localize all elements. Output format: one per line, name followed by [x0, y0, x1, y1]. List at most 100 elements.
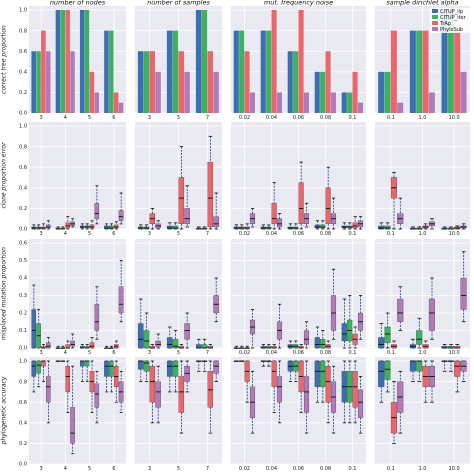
box	[46, 224, 51, 229]
box	[172, 360, 179, 377]
box	[303, 376, 310, 413]
column-title: number of nodes	[50, 0, 106, 7]
box	[36, 360, 41, 374]
x-tick-label: 0.08	[320, 231, 331, 237]
y-tick-label: 0.4	[19, 186, 27, 192]
box	[118, 286, 124, 314]
bar	[293, 51, 299, 113]
panel-1-1: 3 5 7	[135, 122, 222, 237]
x-tick-label: 0.04	[266, 115, 277, 121]
box	[460, 277, 467, 310]
y-tick-label: 0.4	[19, 70, 27, 76]
bar	[239, 30, 245, 114]
box	[314, 224, 320, 229]
y-tick-label: 0.6	[19, 49, 27, 55]
box	[207, 371, 214, 408]
x-tick-label: 6	[112, 466, 115, 472]
bar	[79, 10, 85, 113]
panel-1-3: 0.1 1.0 10.0	[375, 122, 470, 237]
x-tick-label: 0.1	[387, 115, 395, 121]
x-tick-label: 0.04	[266, 466, 277, 472]
x-tick-label: 0.08	[320, 115, 331, 121]
bar	[36, 51, 41, 113]
x-tick-label: 0.1	[349, 350, 357, 356]
box	[149, 365, 156, 403]
y-tick-label: 0.4	[19, 421, 27, 427]
box	[271, 360, 277, 387]
box	[46, 376, 51, 403]
y-tick-label: 0.3	[19, 293, 27, 299]
box	[384, 225, 391, 230]
y-tick-label: 0.6	[19, 241, 27, 247]
box	[109, 360, 114, 377]
bar	[266, 30, 272, 114]
x-tick-label: 5	[177, 466, 180, 472]
x-tick-label: 10.0	[449, 115, 460, 121]
x-tick-label: 0.02	[239, 115, 250, 121]
y-tick-label: 0.2	[19, 90, 27, 96]
y-tick-label: 0.6	[19, 400, 27, 406]
box	[213, 360, 219, 374]
box	[113, 224, 119, 229]
bar	[390, 30, 397, 114]
box	[94, 304, 100, 331]
column-title: mut. frequency noise	[264, 0, 333, 7]
y-tick-label: 0.2	[19, 441, 27, 447]
box	[213, 216, 219, 228]
y-tick-label: 0.1	[19, 328, 27, 334]
box	[276, 218, 283, 228]
x-tick-label: 0.06	[293, 350, 304, 356]
bar	[320, 71, 326, 113]
bar	[201, 10, 208, 113]
box	[94, 203, 100, 219]
box	[137, 323, 144, 349]
box	[65, 365, 70, 393]
panel-3-1: 3 5 7	[135, 357, 222, 472]
box	[104, 225, 109, 230]
y-tick-label: 0.0	[19, 227, 27, 233]
x-tick-label: 6	[112, 115, 115, 121]
box	[384, 326, 391, 343]
box	[70, 407, 75, 444]
x-tick-label: 7	[206, 115, 209, 121]
y-tick-label: 0.2	[19, 206, 27, 212]
panel-3-3: 0.1 1.0 10.0	[375, 357, 470, 472]
bar	[155, 71, 161, 113]
box	[178, 177, 185, 224]
x-tick-label: 3	[148, 350, 151, 356]
box	[79, 360, 85, 367]
x-tick-label: 4	[64, 350, 67, 356]
box	[89, 224, 95, 229]
bar	[184, 71, 190, 113]
bar	[65, 10, 70, 113]
x-tick-label: 10.0	[449, 350, 460, 356]
bar	[113, 92, 119, 113]
x-tick-label: 4	[64, 115, 67, 121]
bar	[276, 92, 282, 113]
box	[357, 389, 364, 418]
y-tick-label: 0.0	[19, 462, 27, 468]
panel-background	[29, 239, 126, 348]
x-tick-label: 0.06	[293, 466, 304, 472]
legend-label: PhyloSub	[440, 27, 463, 33]
bar	[84, 10, 90, 113]
bar	[213, 71, 219, 113]
x-tick-label: 3	[40, 231, 43, 237]
box	[454, 360, 461, 377]
x-tick-label: 3	[40, 115, 43, 121]
x-tick-label: 4	[64, 231, 67, 237]
box	[31, 309, 37, 349]
panel-3-2: 0.02 0.04 0.06 0.08 0.1	[231, 357, 366, 472]
row-label: correct tree proportion	[1, 25, 8, 94]
box	[378, 337, 385, 349]
x-tick-label: 10.0	[449, 231, 460, 237]
box	[166, 337, 173, 349]
x-tick-label: 3	[148, 115, 151, 121]
box	[298, 182, 304, 224]
x-tick-label: 3	[40, 350, 43, 356]
row-label: phylogenetic accuracy	[1, 376, 8, 445]
y-tick-label: 1.0	[19, 8, 27, 14]
panel-1-0: 0.0 0.2 0.4 0.6 0.8 1.0 3 4 5 6	[19, 122, 126, 237]
x-tick-label: 3	[148, 231, 151, 237]
box	[184, 208, 190, 224]
